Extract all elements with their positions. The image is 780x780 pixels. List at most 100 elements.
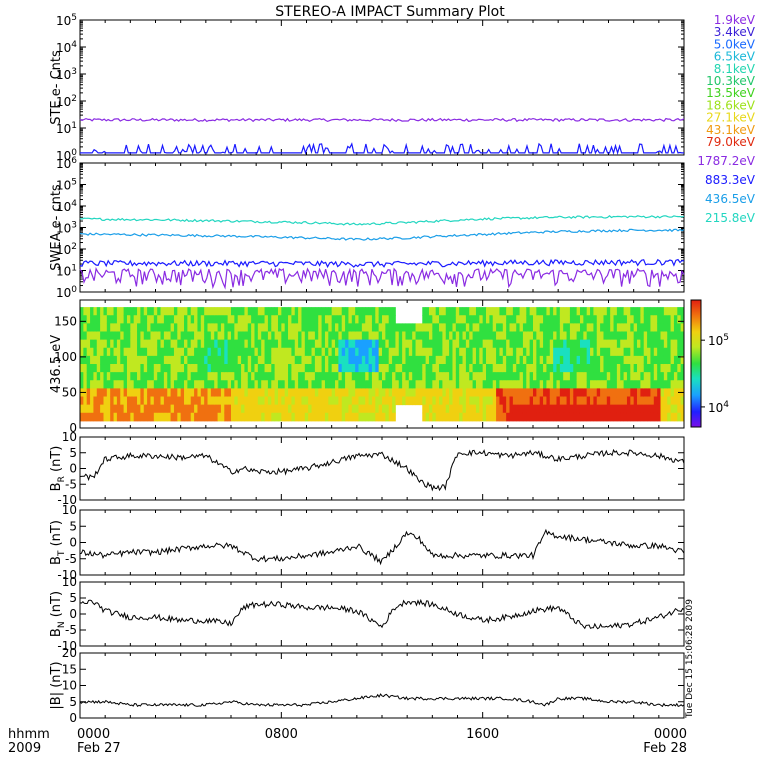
heatmap-cell (650, 380, 655, 389)
heatmap-cell (173, 323, 178, 332)
heatmap-cell (472, 347, 477, 357)
heatmap-cell (227, 347, 232, 357)
heatmap-cell (657, 339, 661, 349)
heatmap-cell (143, 323, 148, 332)
heatmap-cell (86, 380, 91, 389)
heatmap-cell (506, 412, 510, 422)
heatmap-cell (526, 331, 531, 341)
heatmap-cell (479, 339, 484, 349)
heatmap-cell (254, 388, 259, 398)
heatmap-cell (432, 396, 437, 406)
heatmap-cell (486, 364, 490, 373)
heatmap-cell (472, 307, 477, 316)
heatmap-cell (596, 364, 601, 373)
heatmap-cell (341, 412, 346, 422)
heatmap-cell (331, 323, 336, 332)
heatmap-cell (281, 323, 286, 332)
heatmap-cell (375, 355, 380, 365)
heatmap-cell (556, 355, 561, 365)
heatmap-cell (449, 372, 453, 381)
heatmap-cell (657, 331, 661, 341)
heatmap-cell (667, 412, 671, 422)
heatmap-cell (331, 315, 336, 324)
heatmap-cell (351, 339, 356, 349)
heatmap-cell (596, 412, 601, 422)
heatmap-cell (126, 355, 131, 365)
heatmap-cell (133, 372, 138, 381)
heatmap-cell (311, 380, 316, 389)
heatmap-cell (559, 380, 564, 389)
heatmap-cell (610, 388, 614, 398)
heatmap-cell (96, 315, 101, 324)
heatmap-cell (214, 412, 218, 422)
heatmap-cell (670, 355, 675, 365)
heatmap-cell (522, 372, 527, 381)
heatmap-cell (398, 331, 403, 341)
heatmap-cell (237, 307, 242, 316)
heatmap-cell (224, 347, 229, 357)
heatmap-cell (435, 372, 440, 381)
heatmap-cell (385, 323, 390, 332)
heatmap-cell (566, 380, 571, 389)
heatmap-cell (539, 315, 544, 324)
heatmap-cell (234, 364, 239, 373)
heatmap-cell (546, 347, 551, 357)
heatmap-cell (140, 372, 145, 381)
heatmap-cell (637, 339, 641, 349)
heatmap-cell (137, 396, 141, 406)
heatmap-cell (418, 355, 423, 365)
heatmap-cell (345, 355, 349, 365)
heatmap-cell (200, 412, 205, 422)
heatmap-cell (469, 323, 473, 332)
heatmap-cell (573, 372, 578, 381)
heatmap-cell (482, 396, 487, 406)
y-tick-label: 10 (62, 503, 77, 517)
heatmap-cell (143, 404, 148, 414)
heatmap-cell (304, 323, 309, 332)
heatmap-cell (351, 364, 356, 373)
heatmap-cell (559, 396, 564, 406)
heatmap-cell (428, 347, 433, 357)
heatmap-cell (207, 364, 212, 373)
heatmap-cell (556, 412, 561, 422)
heatmap-cell (412, 331, 416, 341)
heatmap-cell (137, 404, 141, 414)
heatmap-cell (637, 404, 641, 414)
heatmap-cell (331, 347, 336, 357)
heatmap-cell (294, 347, 299, 357)
heatmap-cell (324, 331, 329, 341)
heatmap-cell (173, 372, 178, 381)
heatmap-cell (596, 372, 601, 381)
heatmap-cell (626, 355, 631, 365)
heatmap-cell (512, 412, 517, 422)
heatmap-cell (291, 364, 296, 373)
heatmap-cell (378, 339, 383, 349)
heatmap-cell (650, 355, 655, 365)
heatmap-cell (368, 315, 373, 324)
heatmap-cell (526, 315, 531, 324)
heatmap-cell (237, 364, 242, 373)
heatmap-cell (499, 323, 504, 332)
heatmap-cell (539, 355, 544, 365)
heatmap-cell (556, 339, 561, 349)
heatmap-cell (569, 388, 574, 398)
heatmap-cell (408, 339, 413, 349)
heatmap-cell (610, 347, 614, 357)
heatmap-cell (311, 315, 316, 324)
heatmap-cell (126, 396, 131, 406)
colorbar (690, 299, 702, 428)
heatmap-cell (167, 372, 171, 381)
heatmap-cell (660, 347, 665, 357)
heatmap-cell (100, 323, 104, 332)
heatmap-cell (526, 412, 531, 422)
heatmap-cell (86, 307, 91, 316)
heatmap-cell (569, 339, 574, 349)
heatmap-cell (378, 323, 383, 332)
heatmap-cell (163, 323, 168, 332)
heatmap-cell (351, 347, 356, 357)
heatmap-cell (288, 396, 292, 406)
heatmap-cell (308, 412, 312, 422)
heatmap-cell (529, 347, 534, 357)
heatmap-cell (462, 404, 467, 414)
heatmap-cell (204, 388, 208, 398)
